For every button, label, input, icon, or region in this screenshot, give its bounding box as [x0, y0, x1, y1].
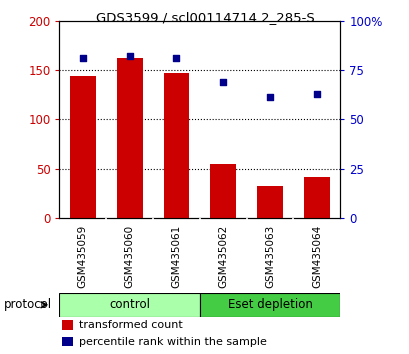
Text: GSM435061: GSM435061 — [171, 225, 181, 288]
Bar — [256, 186, 282, 218]
Bar — [163, 73, 189, 218]
Point — [266, 94, 273, 100]
Point — [220, 79, 226, 85]
Text: GDS3599 / scl00114714.2_285-S: GDS3599 / scl00114714.2_285-S — [95, 11, 314, 24]
Text: percentile rank within the sample: percentile rank within the sample — [79, 337, 266, 347]
Text: transformed count: transformed count — [79, 320, 182, 330]
Text: GSM435060: GSM435060 — [124, 225, 134, 288]
Point — [313, 91, 319, 97]
Point — [79, 55, 86, 61]
Bar — [210, 164, 236, 218]
Text: Eset depletion: Eset depletion — [227, 298, 312, 311]
Text: protocol: protocol — [4, 298, 52, 311]
Point — [173, 55, 179, 61]
Bar — [117, 58, 142, 218]
Text: GSM435063: GSM435063 — [265, 225, 274, 288]
Point — [126, 53, 133, 58]
Bar — [59, 293, 199, 317]
Bar — [200, 293, 339, 317]
Text: GSM435062: GSM435062 — [218, 225, 228, 288]
Text: GSM435064: GSM435064 — [311, 225, 321, 288]
Bar — [303, 177, 329, 218]
Bar — [62, 337, 73, 347]
Bar — [62, 320, 73, 330]
Text: GSM435059: GSM435059 — [78, 225, 88, 288]
Text: control: control — [109, 298, 150, 311]
Bar — [70, 76, 95, 218]
